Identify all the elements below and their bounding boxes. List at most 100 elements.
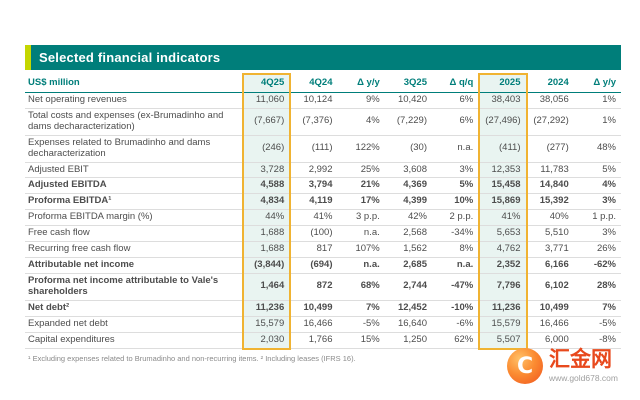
column-header: US$ million <box>25 74 243 93</box>
watermark: C 汇金网 www.gold678.com <box>507 348 618 384</box>
cell: 12,353 <box>478 162 528 179</box>
cell: 6% <box>432 108 480 136</box>
cell: 25% <box>337 162 385 179</box>
table-row: Expanded net debt 15,579 16,466 -5% 16,640 -6… <box>25 316 621 333</box>
table-row: Proforma net income attributable to Vale… <box>25 273 621 301</box>
cell: (30) <box>384 135 432 163</box>
cell: 3% <box>573 193 621 211</box>
column-header: 4Q25 <box>241 72 292 93</box>
cell: 15,392 <box>526 193 574 211</box>
cell: 4,588 <box>241 177 292 195</box>
cell: 38,056 <box>526 92 574 109</box>
cell: 7% <box>337 300 385 317</box>
cell: 6,166 <box>526 257 574 274</box>
cell: 3 p.p. <box>337 209 385 227</box>
cell: 28% <box>573 273 621 301</box>
cell: (111) <box>290 135 338 163</box>
row-label: Attributable net income <box>25 257 243 274</box>
huijin-logo-icon: C <box>507 348 544 384</box>
cell: 11,060 <box>241 92 292 109</box>
column-header: 2025 <box>478 72 528 93</box>
cell: 10,499 <box>526 300 574 317</box>
cell: n.a. <box>432 135 480 163</box>
cell: 68% <box>337 273 385 301</box>
cell: 11,783 <box>526 162 574 179</box>
cell: 5,510 <box>526 225 574 243</box>
cell: 2,568 <box>384 225 432 243</box>
column-header: Δ y/y <box>337 74 385 93</box>
column-header: Δ y/y <box>573 74 621 93</box>
table-row: Free cash flow 1,688 (100) n.a. 2,568 -34% 5,6… <box>25 225 621 243</box>
table-row: Proforma EBITDA margin (%) 44% 41% 3 p.p. 42… <box>25 209 621 227</box>
cell: 62% <box>432 332 480 350</box>
cell: n.a. <box>432 257 480 274</box>
cell: -6% <box>432 316 480 333</box>
cell: (27,292) <box>526 108 574 136</box>
financial-report: Selected financial indicators US$ millio… <box>25 45 621 363</box>
row-label: Proforma EBITDA margin (%) <box>25 209 243 227</box>
cell: 16,640 <box>384 316 432 333</box>
cell: 4,369 <box>384 177 432 195</box>
header-row: US$ million 4Q25 4Q24 Δ y/y 3Q25 Δ q/q 2025 202… <box>25 72 621 93</box>
cell: (27,496) <box>478 108 528 136</box>
cell: 7,796 <box>478 273 528 301</box>
table-body: Net operating revenues 11,060 10,124 9% 10,4… <box>25 92 621 350</box>
cell: 1% <box>573 108 621 136</box>
cell: 41% <box>478 209 528 227</box>
cell: 3% <box>573 225 621 243</box>
row-label: Proforma EBITDA¹ <box>25 193 243 211</box>
cell: 10,420 <box>384 92 432 109</box>
cell: 4% <box>337 108 385 136</box>
cell: (100) <box>290 225 338 243</box>
cell: (694) <box>290 257 338 274</box>
cell: 21% <box>337 177 385 195</box>
cell: 1,688 <box>241 225 292 243</box>
row-label: Adjusted EBITDA <box>25 177 243 195</box>
cell: 10,499 <box>290 300 338 317</box>
cell: 817 <box>290 241 338 259</box>
cell: 5,507 <box>478 332 528 350</box>
row-label: Proforma net income attributable to Vale… <box>25 273 243 301</box>
title-bar: Selected financial indicators <box>25 45 621 70</box>
cell: 2,352 <box>478 257 528 274</box>
cell: 1% <box>573 92 621 109</box>
cell: 1,766 <box>290 332 338 350</box>
cell: 5% <box>432 177 480 195</box>
cell: n.a. <box>337 257 385 274</box>
cell: 2,685 <box>384 257 432 274</box>
cell: -47% <box>432 273 480 301</box>
cell: (3,844) <box>241 257 292 274</box>
row-label: Free cash flow <box>25 225 243 243</box>
column-header: 3Q25 <box>384 74 432 93</box>
cell: (411) <box>478 135 528 163</box>
table-row: Adjusted EBIT 3,728 2,992 25% 3,608 3% 12,353 1… <box>25 162 621 179</box>
cell: (7,376) <box>290 108 338 136</box>
watermark-text: 汇金网 www.gold678.com <box>549 348 618 383</box>
cell: 4,834 <box>241 193 292 211</box>
cell: 15,579 <box>478 316 528 333</box>
cell: 2 p.p. <box>432 209 480 227</box>
cell: 38,403 <box>478 92 528 109</box>
cell: 10,124 <box>290 92 338 109</box>
cell: 14,840 <box>526 177 574 195</box>
cell: 3,728 <box>241 162 292 179</box>
cell: -34% <box>432 225 480 243</box>
row-label: Expanded net debt <box>25 316 243 333</box>
cell: (277) <box>526 135 574 163</box>
cell: 2,030 <box>241 332 292 350</box>
cell: -5% <box>573 316 621 333</box>
table-row: Recurring free cash flow 1,688 817 107% 1,56… <box>25 241 621 259</box>
cell: n.a. <box>337 225 385 243</box>
cell: 15,869 <box>478 193 528 211</box>
cell: -62% <box>573 257 621 274</box>
cell: 3,771 <box>526 241 574 259</box>
financial-table: US$ million 4Q25 4Q24 Δ y/y 3Q25 Δ q/q 2025 202… <box>25 72 621 350</box>
row-label: Adjusted EBIT <box>25 162 243 179</box>
watermark-brand: 汇金网 <box>549 348 613 371</box>
cell: 15% <box>337 332 385 350</box>
cell: 16,466 <box>290 316 338 333</box>
row-label: Net operating revenues <box>25 92 243 109</box>
cell: 5% <box>573 162 621 179</box>
cell: 122% <box>337 135 385 163</box>
table-row: Adjusted EBITDA 4,588 3,794 21% 4,369 5% 15,45… <box>25 177 621 195</box>
